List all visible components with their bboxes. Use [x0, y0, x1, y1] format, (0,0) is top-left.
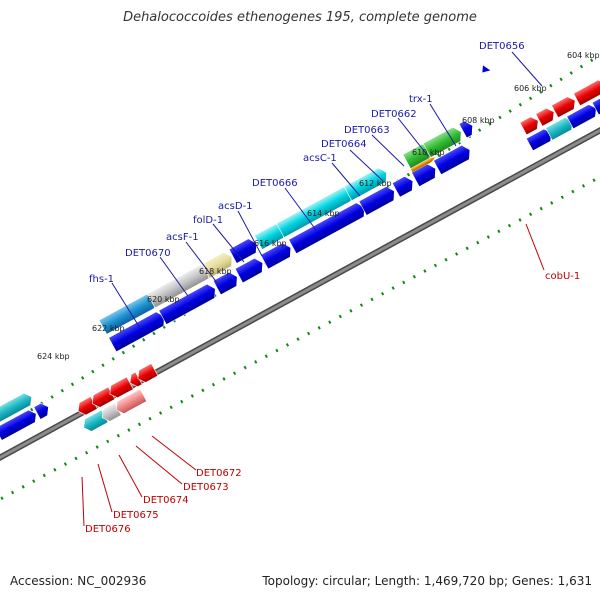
gene-label-acsD-1[interactable]: acsD-1: [218, 201, 253, 212]
gene-arrow-DET0673[interactable]: [89, 386, 116, 410]
tick-label: 612 kbp: [359, 179, 392, 188]
gene-arrow-blue-left[interactable]: [0, 408, 40, 441]
tick-label: 618 kbp: [199, 267, 232, 276]
gene-arrow-red-r4[interactable]: [573, 78, 600, 107]
tick-label: 608 kbp: [462, 116, 495, 125]
gene-arrow-blue-9[interactable]: [411, 162, 440, 188]
gene-arrow-blue-8[interactable]: [391, 174, 416, 198]
forward-gene-labels: DET0656 trx-1 DET0662 DET0663 DET0664 ac…: [89, 41, 525, 285]
gene-label-DET0673[interactable]: DET0673: [183, 482, 229, 493]
gene-arrow-red-r1[interactable]: [519, 114, 542, 136]
gene-arrow-blue-6[interactable]: [288, 200, 369, 255]
gene-label-acsC-1[interactable]: acsC-1: [303, 153, 337, 164]
gene-arrow-red-left-end[interactable]: [135, 363, 159, 385]
gene-arrow-red-r2[interactable]: [535, 106, 558, 127]
reverse-gene-labels: cobU-1 DET0672 DET0673 DET0674 DET0675 D…: [85, 271, 580, 535]
gene-label-DET0672[interactable]: DET0672: [196, 468, 242, 479]
genome-summary: Topology: circular; Length: 1,469,720 bp…: [262, 574, 592, 588]
tick-label: 610 kbp: [412, 148, 445, 157]
gene-label-DET0670[interactable]: DET0670: [125, 248, 171, 259]
small-blue-marker: [482, 65, 491, 73]
gene-label-folD-1[interactable]: folD-1: [193, 215, 223, 226]
tick-label: 616 kbp: [254, 239, 287, 248]
gene-arrow-trx-1[interactable]: [458, 119, 476, 139]
tick-label: 620 kbp: [147, 295, 180, 304]
gene-arrow-blue-2[interactable]: [158, 282, 219, 325]
gene-label-DET0663[interactable]: DET0663: [344, 125, 390, 136]
gene-arrow-blue-r2[interactable]: [566, 102, 600, 130]
gene-arrow-blue-left-2[interactable]: [33, 401, 52, 420]
gene-arrow-red-small[interactable]: [127, 371, 143, 389]
forward-leader-lines: [111, 51, 543, 329]
gene-label-DET0656[interactable]: DET0656: [479, 41, 525, 52]
gene-arrow-blue-3[interactable]: [212, 270, 241, 296]
gene-arrow-orange[interactable]: [410, 156, 437, 173]
gene-arrow-blue-4[interactable]: [234, 256, 266, 284]
gene-arrow-DET0676[interactable]: [80, 409, 109, 434]
reverse-leader-lines: [81, 223, 545, 527]
gene-label-DET0675[interactable]: DET0675: [113, 510, 159, 521]
gene-label-DET0676[interactable]: DET0676: [85, 524, 131, 535]
gene-arrow-blue-r3[interactable]: [591, 86, 600, 116]
accession-label: Accession: NC_002936: [10, 574, 147, 588]
gene-arrow-DET0672[interactable]: [106, 376, 134, 400]
tick-label: 614 kbp: [307, 209, 340, 218]
gene-label-DET0662[interactable]: DET0662: [371, 109, 417, 120]
position-tick-labels: 604 kbp 606 kbp 608 kbp 610 kbp 612 kbp …: [37, 51, 600, 361]
gene-arrow-DET0674[interactable]: [113, 388, 148, 416]
gene-arrow-teal-left[interactable]: [0, 391, 35, 426]
gene-label-cobU-1[interactable]: cobU-1: [545, 271, 580, 282]
gene-label-DET0666[interactable]: DET0666: [252, 178, 298, 189]
gene-arrow-blue-5[interactable]: [260, 241, 295, 270]
tick-label: 624 kbp: [37, 352, 70, 361]
forward-feature-track: [0, 65, 600, 441]
tick-label: 606 kbp: [514, 84, 547, 93]
gene-label-DET0674[interactable]: DET0674: [143, 495, 189, 506]
tick-label: 604 kbp: [567, 51, 600, 60]
tick-label: 622 kbp: [92, 324, 125, 333]
gene-label-acsF-1[interactable]: acsF-1: [166, 232, 199, 243]
map-title: Dehalococcoides ethenogenes 195, complet…: [123, 10, 477, 25]
gene-arrow-blue-1[interactable]: [108, 309, 168, 353]
gene-arrow-blue-10[interactable]: [433, 143, 474, 176]
gene-arrow-folD-1[interactable]: [228, 236, 260, 264]
gene-label-fhs-1[interactable]: fhs-1: [89, 274, 114, 285]
gene-arrow-DET0663[interactable]: [422, 125, 465, 158]
gene-arrow-red-r3[interactable]: [551, 94, 579, 119]
gene-label-DET0664[interactable]: DET0664: [321, 139, 367, 150]
outer-tick-track: [0, 53, 600, 432]
gene-arrow-blue-7[interactable]: [358, 184, 398, 216]
gene-label-trx-1[interactable]: trx-1: [409, 94, 433, 105]
gene-arrow-acsF-1[interactable]: [201, 250, 236, 279]
